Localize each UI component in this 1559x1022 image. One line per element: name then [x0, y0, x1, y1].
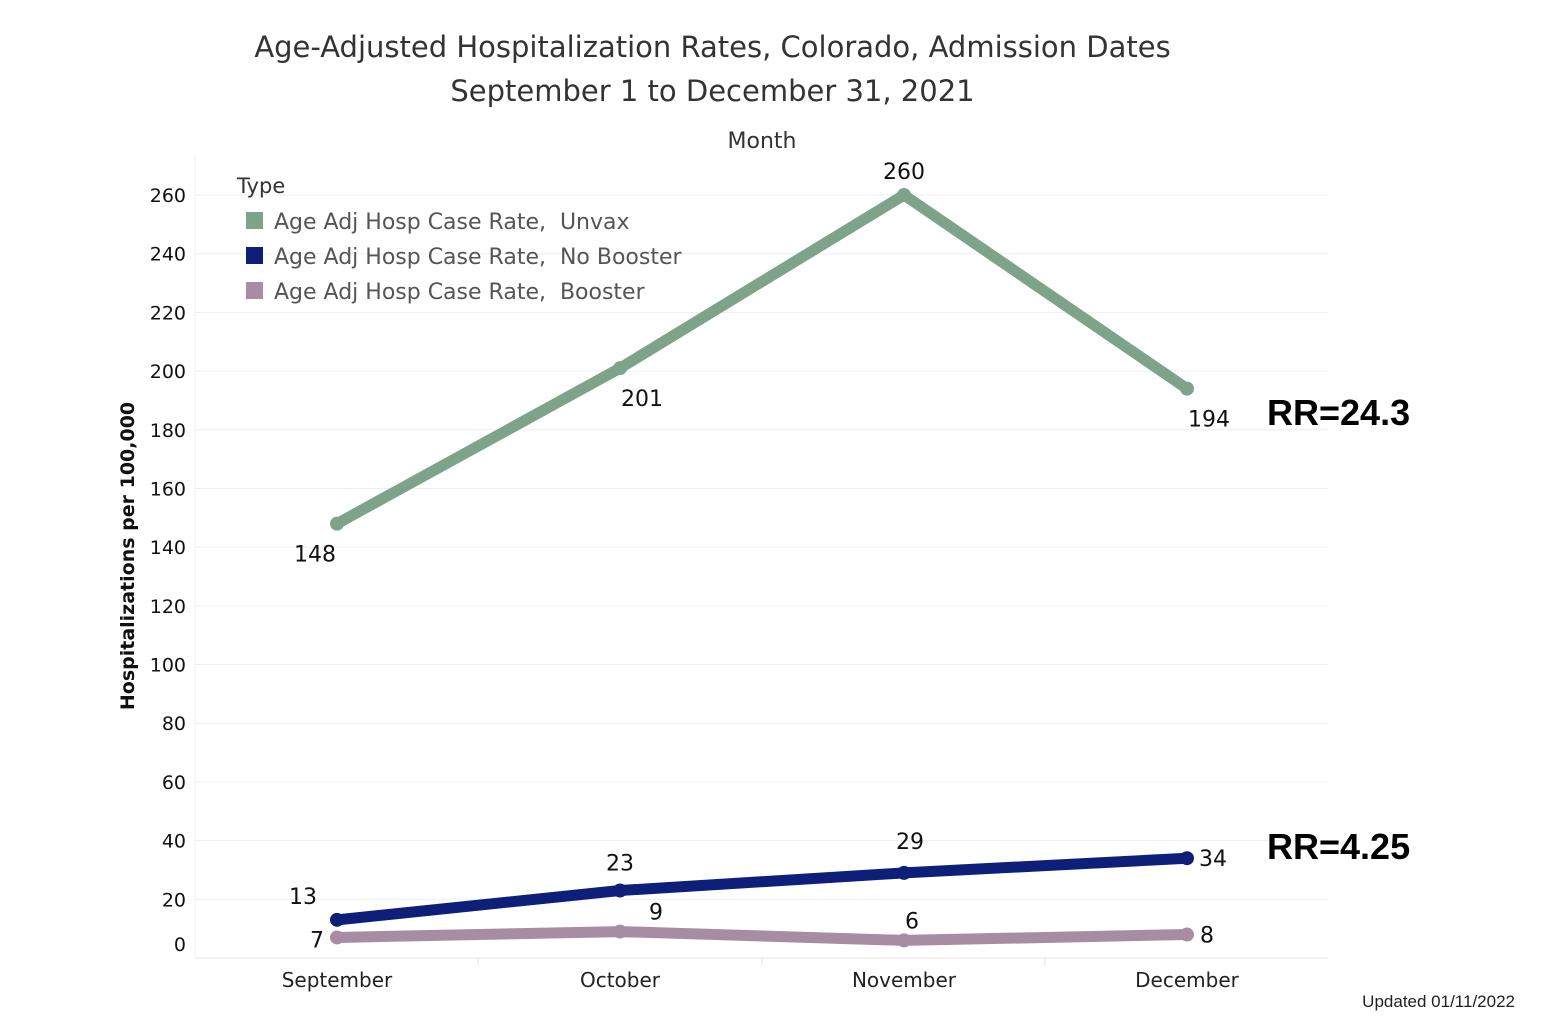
legend-entry: Age Adj Hosp Case Rate, No Booster [274, 245, 683, 270]
data-point [1180, 927, 1194, 942]
y-tick-label: 160 [150, 478, 186, 500]
y-tick-label: 80 [162, 713, 186, 735]
y-axis-label: Hospitalizations per 100,000 [117, 402, 139, 710]
data-point [613, 361, 627, 376]
rr-no-booster-annotation: RR=4.25 [1267, 826, 1411, 867]
x-tick-label: November [852, 968, 957, 992]
grid-lines [194, 155, 1328, 966]
y-tick-label: 180 [150, 420, 186, 442]
y-tick-label: 0 [174, 934, 186, 956]
y-tick-label: 260 [150, 185, 186, 207]
data-point [897, 865, 911, 880]
y-tick-label: 40 [162, 831, 186, 853]
series-line [331, 926, 1193, 946]
series-line [331, 189, 1193, 530]
data-label: 8 [1200, 924, 1214, 949]
legend-swatch [246, 282, 263, 299]
data-label: 201 [621, 387, 663, 412]
data-label: 6 [905, 909, 919, 934]
data-label: 34 [1199, 847, 1227, 872]
column-header: Month [728, 129, 797, 154]
y-tick-label: 200 [150, 361, 186, 383]
series-line [331, 852, 1193, 926]
series-lines [331, 189, 1193, 946]
data-label: 13 [289, 885, 317, 910]
rr-unvax-annotation: RR=24.3 [1267, 392, 1411, 433]
data-label: 9 [649, 901, 663, 926]
data-label: 194 [1188, 408, 1230, 433]
y-tick-label: 20 [162, 889, 186, 911]
data-point [613, 924, 627, 939]
data-point [330, 516, 344, 531]
data-point [1180, 851, 1194, 866]
data-point [897, 188, 911, 202]
y-tick-label: 240 [150, 244, 186, 266]
data-label: 7 [310, 928, 324, 953]
data-label: 148 [294, 543, 336, 568]
data-point [613, 883, 627, 898]
data-point [330, 912, 344, 927]
legend: Type Age Adj Hosp Case Rate, Unvax Age Adj… [236, 174, 683, 305]
y-tick-label: 100 [150, 655, 186, 677]
data-label: 23 [606, 852, 634, 877]
legend-title: Type [236, 174, 285, 198]
data-point [330, 930, 344, 945]
legend-entry: Age Adj Hosp Case Rate, Unvax [274, 210, 630, 235]
data-point [897, 933, 911, 948]
y-tick-label: 120 [150, 596, 186, 618]
data-point [1180, 381, 1194, 396]
chart-title-line-1: Age-Adjusted Hospitalization Rates, Colo… [254, 30, 1171, 64]
x-tick-label: December [1135, 968, 1239, 992]
data-labels: 148 201 260 194 13 23 29 34 7 9 6 8 [289, 160, 1230, 953]
data-label: 29 [896, 830, 924, 855]
data-label: 260 [883, 160, 925, 185]
legend-entry: Age Adj Hosp Case Rate, Booster [274, 280, 646, 305]
x-axis-ticks: September October November December [282, 968, 1240, 992]
series-points [330, 188, 1194, 948]
y-tick-label: 220 [150, 302, 186, 324]
y-axis-ticks: 0 20 40 60 80 100 120 140 160 180 200 220 240 260 [150, 185, 186, 956]
y-tick-label: 140 [150, 537, 186, 559]
chart-title-line-2: September 1 to December 31, 2021 [450, 74, 975, 108]
x-tick-label: October [580, 968, 661, 992]
legend-swatch [246, 247, 263, 264]
x-tick-label: September [282, 968, 393, 992]
legend-swatch [246, 212, 263, 229]
y-tick-label: 60 [162, 772, 186, 794]
updated-date: Updated 01/11/2022 [1362, 992, 1515, 1011]
